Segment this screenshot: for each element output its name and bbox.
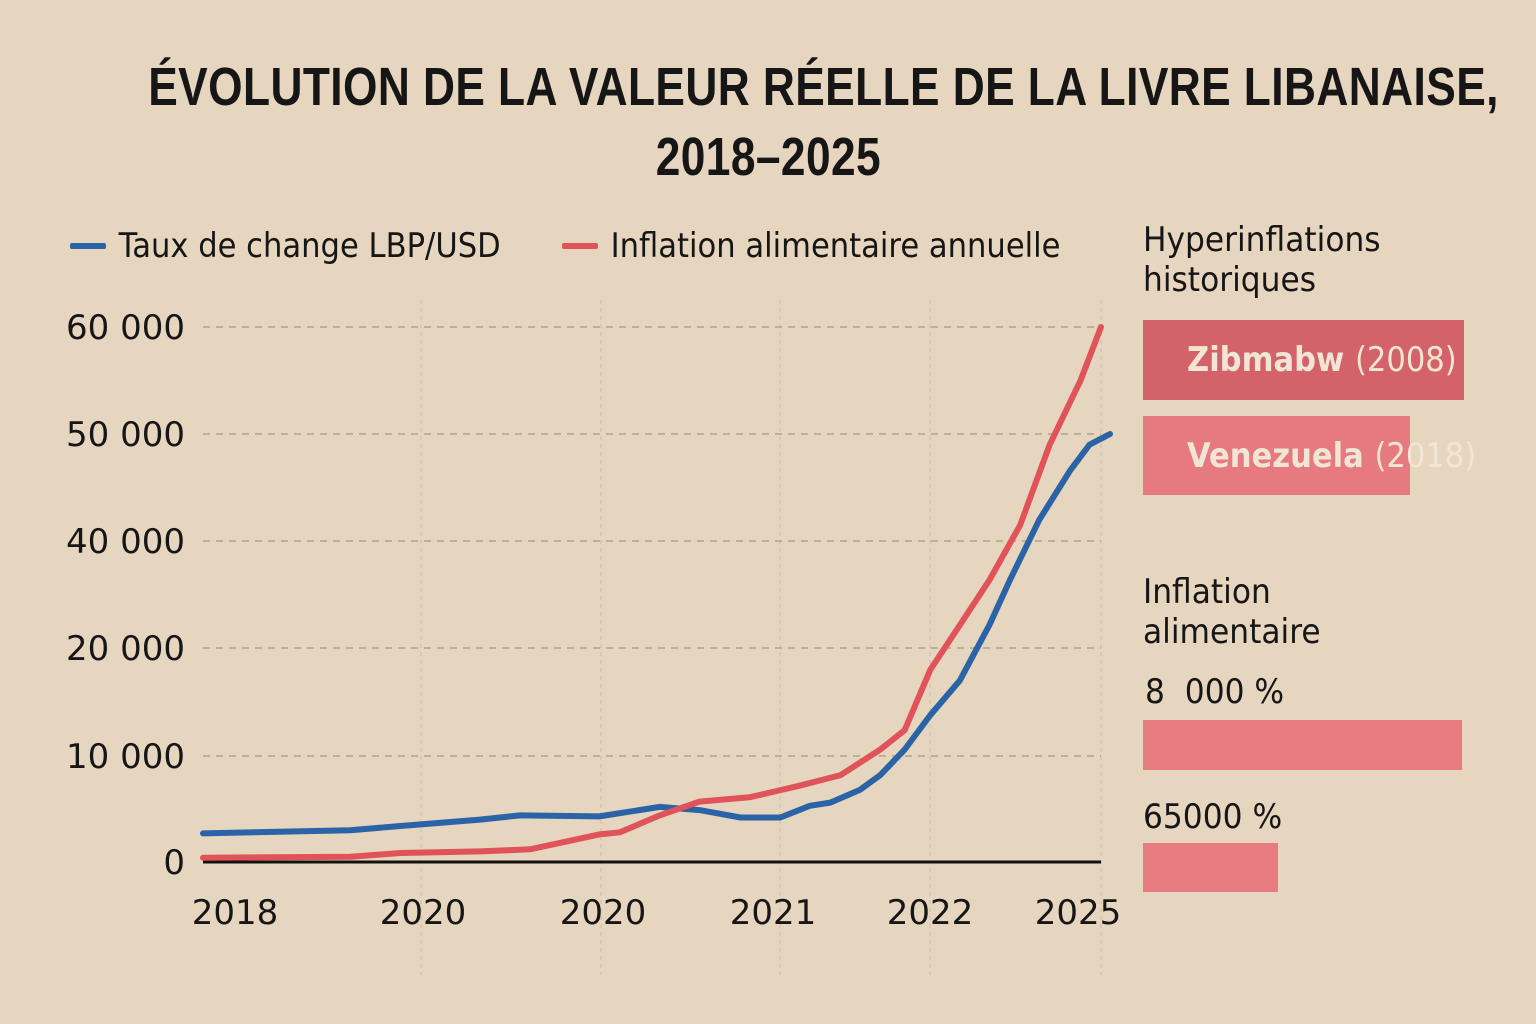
y-tick-label: 0 bbox=[163, 843, 185, 883]
legend-label: Inflation alimentaire annuelle bbox=[610, 226, 1061, 266]
legend-item-food-inflation: Inflation alimentaire annuelle bbox=[562, 226, 1060, 266]
food-inflation-title-line: Inflation bbox=[1143, 572, 1271, 612]
legend-swatch-blue bbox=[70, 243, 106, 249]
country-year: (2018) bbox=[1374, 436, 1477, 476]
hyperinflation-title-line: historiques bbox=[1143, 260, 1316, 300]
country-name: Venezuela bbox=[1187, 436, 1364, 476]
food-inflation-bar bbox=[1143, 720, 1462, 770]
hyperinflation-title: Hyperinflations historiques bbox=[1143, 220, 1381, 300]
x-tick-label: 2020 bbox=[380, 893, 467, 933]
zimbabwe-bar bbox=[1143, 320, 1464, 400]
chart-title-line-2: 2018–2025 bbox=[655, 127, 881, 187]
series-line-food-inflation bbox=[200, 324, 1104, 861]
country-name: Zibmabw bbox=[1187, 340, 1345, 380]
food-inflation-title: Inflation alimentaire bbox=[1143, 572, 1321, 652]
x-tick-label: 2018 bbox=[192, 893, 279, 933]
chart-title: ÉVOLUTION DE LA VALEUR RÉELLE DE LA LIVR… bbox=[0, 52, 1536, 192]
x-tick-label: 2020 bbox=[560, 893, 647, 933]
country-year: (2008) bbox=[1354, 340, 1457, 380]
legend-swatch-red bbox=[562, 243, 598, 249]
zimbabwe-label: Zibmabw (2008) bbox=[1187, 340, 1457, 380]
chart-title-line-1: ÉVOLUTION DE LA VALEUR RÉELLE DE LA LIVR… bbox=[148, 57, 1499, 117]
food-inflation-bar bbox=[1143, 843, 1278, 892]
y-tick-label: 10 000 bbox=[66, 737, 185, 777]
venezuela-bar bbox=[1143, 416, 1410, 495]
x-tick-label: 2021 bbox=[730, 893, 817, 933]
y-tick-label: 50 000 bbox=[66, 415, 185, 455]
x-tick-label: 2025 bbox=[1035, 893, 1122, 933]
food-inflation-value: 8 000 % bbox=[1145, 672, 1285, 712]
food-inflation-title-line: alimentaire bbox=[1143, 612, 1321, 652]
hyperinflation-title-line: Hyperinflations bbox=[1143, 220, 1381, 260]
y-tick-label: 40 000 bbox=[66, 522, 185, 562]
venezuela-label: Venezuela (2018) bbox=[1187, 436, 1476, 476]
legend-label: Taux de change LBP/USD bbox=[118, 226, 501, 266]
food-inflation-value: 65000 % bbox=[1143, 797, 1283, 837]
x-tick-label: 2022 bbox=[887, 893, 974, 933]
y-tick-label: 60 000 bbox=[66, 308, 185, 348]
series-line-exchange-rate bbox=[200, 431, 1113, 837]
y-tick-label: 20 000 bbox=[66, 629, 185, 669]
legend-item-exchange-rate: Taux de change LBP/USD bbox=[70, 226, 501, 266]
